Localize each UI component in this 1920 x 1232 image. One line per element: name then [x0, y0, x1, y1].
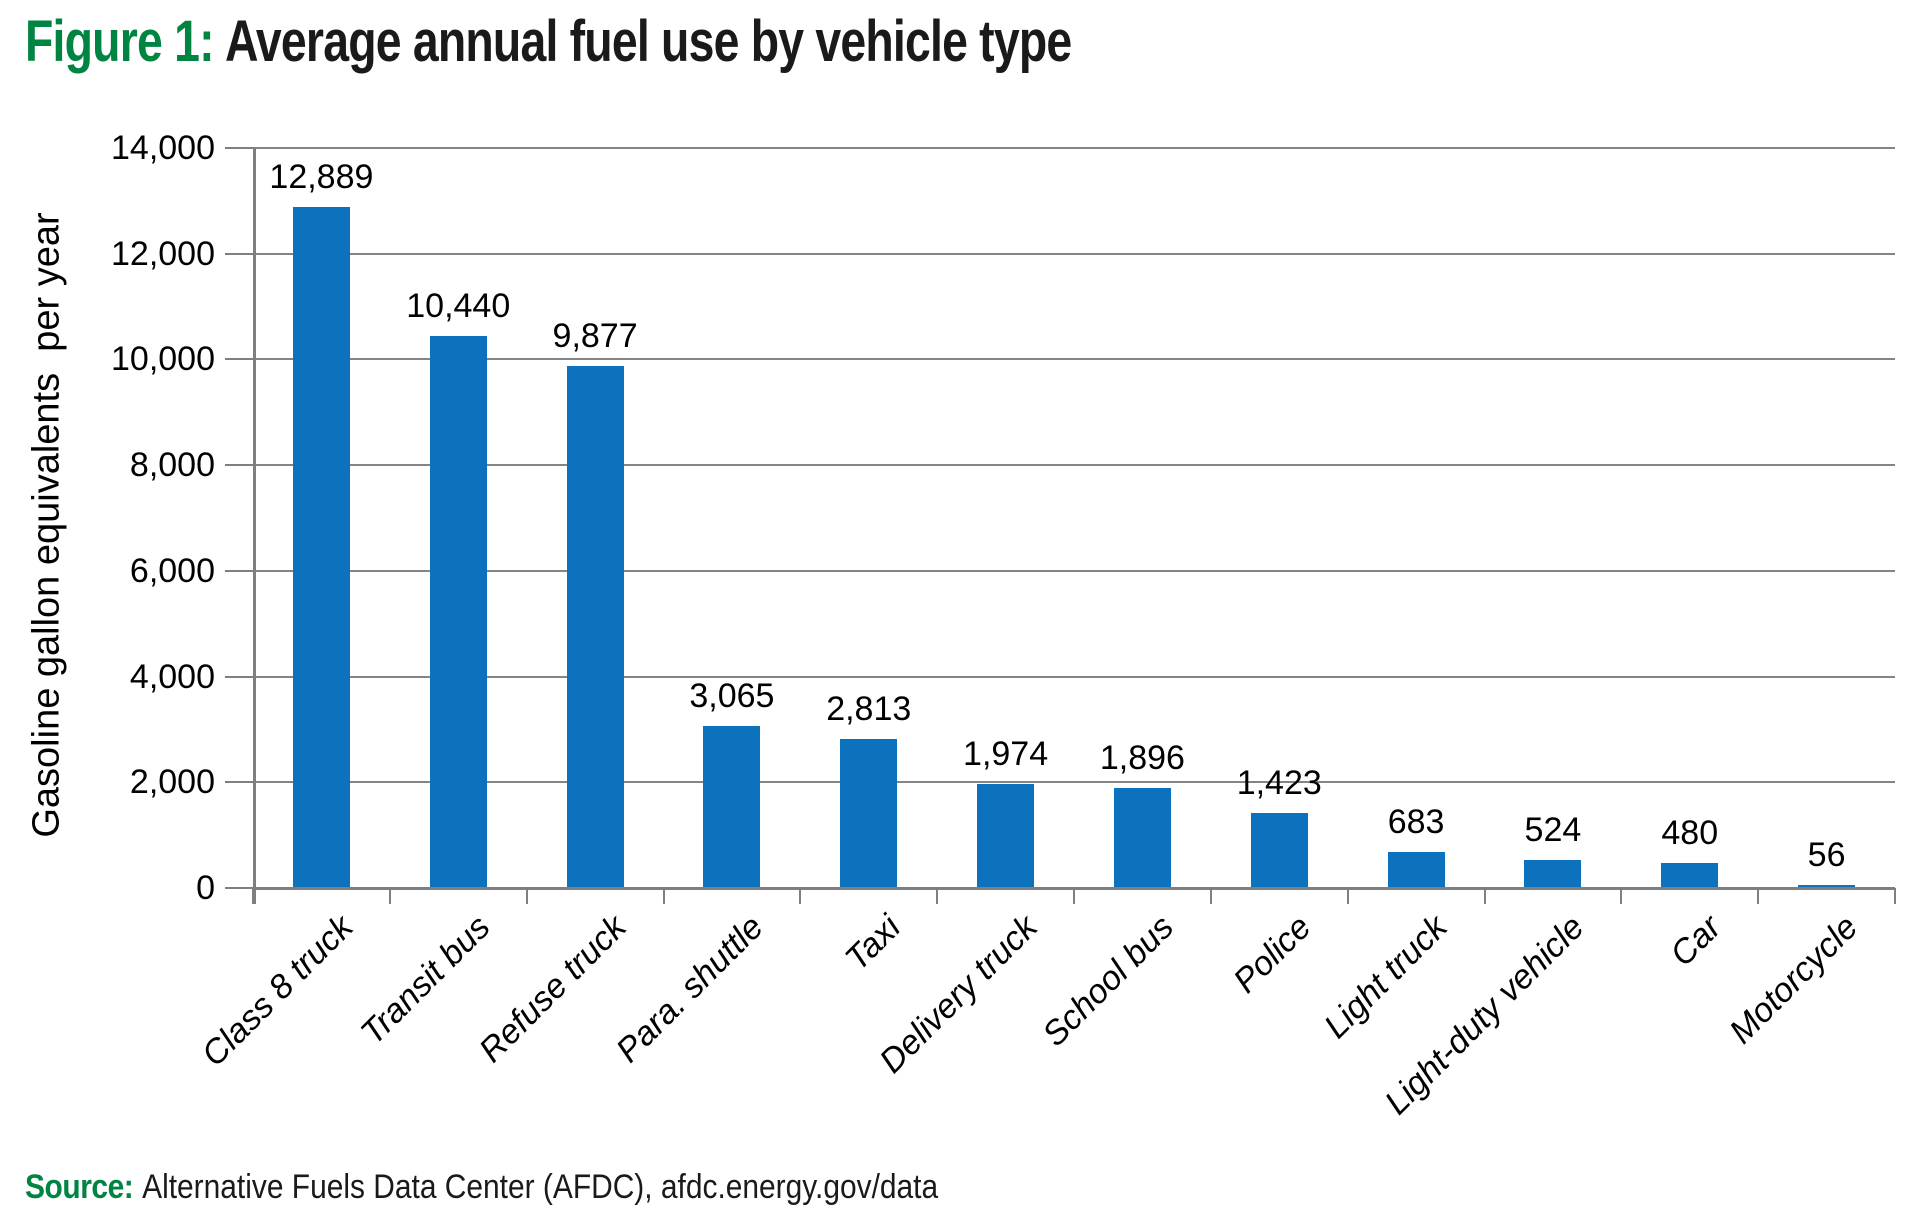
x-axis-label: School bus [1035, 908, 1182, 1054]
bar [1250, 812, 1308, 888]
y-tick-label: 0 [196, 869, 215, 907]
x-axis-tick [662, 888, 665, 904]
x-axis-tick [525, 888, 528, 904]
x-axis-line [253, 887, 1895, 890]
y-tick-label: 2,000 [129, 763, 215, 802]
x-axis-tick [1620, 888, 1623, 904]
figure-title: Figure 1: Average annual fuel use by vehi… [25, 8, 1072, 75]
figure-number-label: Figure 1: [25, 9, 215, 74]
x-axis-tick [1483, 888, 1486, 904]
x-axis-label: Car [1663, 908, 1729, 974]
gridline [253, 569, 1895, 572]
x-axis-tick [936, 888, 939, 904]
bar-value-label: 56 [1807, 836, 1846, 875]
chart-title-text: Average annual fuel use by vehicle type [224, 9, 1072, 74]
x-axis-tick [252, 888, 254, 904]
bar-value-label: 480 [1661, 813, 1719, 852]
bar [1661, 862, 1719, 888]
y-axis-tick [225, 887, 253, 889]
x-axis-label: Refuse truck [472, 908, 634, 1070]
y-axis-tick [225, 147, 253, 149]
y-tick-label: 12,000 [111, 234, 215, 273]
x-axis-label: Light truck [1317, 908, 1455, 1046]
bar [429, 336, 487, 888]
gridline [253, 464, 1895, 467]
x-axis-label: Class 8 truck [194, 908, 361, 1074]
y-tick-label: 6,000 [129, 551, 215, 590]
gridline [253, 252, 1895, 255]
x-axis-label: Police [1225, 908, 1319, 1001]
y-tick-label: 4,000 [129, 657, 215, 696]
gridline [253, 675, 1895, 678]
y-axis-tick [225, 252, 253, 255]
x-axis-label: Motorcycle [1722, 908, 1866, 1052]
bar-value-label: 2,813 [826, 690, 912, 729]
gridline [253, 147, 1895, 149]
y-axis-tick [225, 675, 253, 678]
x-axis-label: Transit bus [353, 908, 498, 1053]
source-line: Source: Alternative Fuels Data Center (AF… [25, 1168, 938, 1207]
source-text: Alternative Fuels Data Center (AFDC), af… [142, 1168, 939, 1206]
y-tick-label: 10,000 [111, 340, 215, 379]
x-axis-label: Para. shuttle [608, 908, 771, 1070]
x-axis-tick [1209, 888, 1212, 904]
y-axis-tick [225, 569, 253, 572]
y-axis-tick [225, 358, 253, 361]
bar-value-label: 9,877 [552, 316, 638, 355]
y-tick-label: 8,000 [129, 446, 215, 485]
bar [1524, 860, 1582, 888]
x-axis-tick [1346, 888, 1349, 904]
y-axis-line [253, 148, 256, 904]
bar-value-label: 683 [1387, 802, 1445, 841]
x-axis-tick [1073, 888, 1075, 904]
gridline [253, 781, 1895, 784]
x-axis-label: Taxi [837, 908, 908, 979]
bar [977, 783, 1035, 888]
bar-value-label: 1,896 [1099, 738, 1185, 777]
y-axis-tick [225, 781, 253, 784]
bar-value-label: 1,423 [1236, 763, 1322, 802]
bar-value-label: 10,440 [406, 287, 511, 326]
bar-value-label: 12,889 [269, 157, 374, 196]
y-tick-label: 14,000 [111, 129, 215, 167]
bar-value-label: 3,065 [689, 676, 775, 715]
bar-value-label: 1,974 [963, 734, 1049, 773]
bar [840, 739, 898, 888]
bar [703, 725, 761, 888]
bar [566, 365, 624, 888]
x-axis-tick [1757, 888, 1760, 904]
source-label: Source: [25, 1168, 134, 1206]
y-axis-tick [225, 464, 253, 467]
bar-value-label: 524 [1524, 811, 1582, 850]
x-axis-tick [799, 888, 802, 904]
bar [1387, 851, 1445, 888]
bar [292, 206, 350, 888]
x-axis-tick [1894, 888, 1896, 904]
x-axis-tick [388, 888, 391, 904]
bar [1113, 787, 1171, 888]
bar [1798, 885, 1856, 888]
gridline [253, 358, 1895, 361]
